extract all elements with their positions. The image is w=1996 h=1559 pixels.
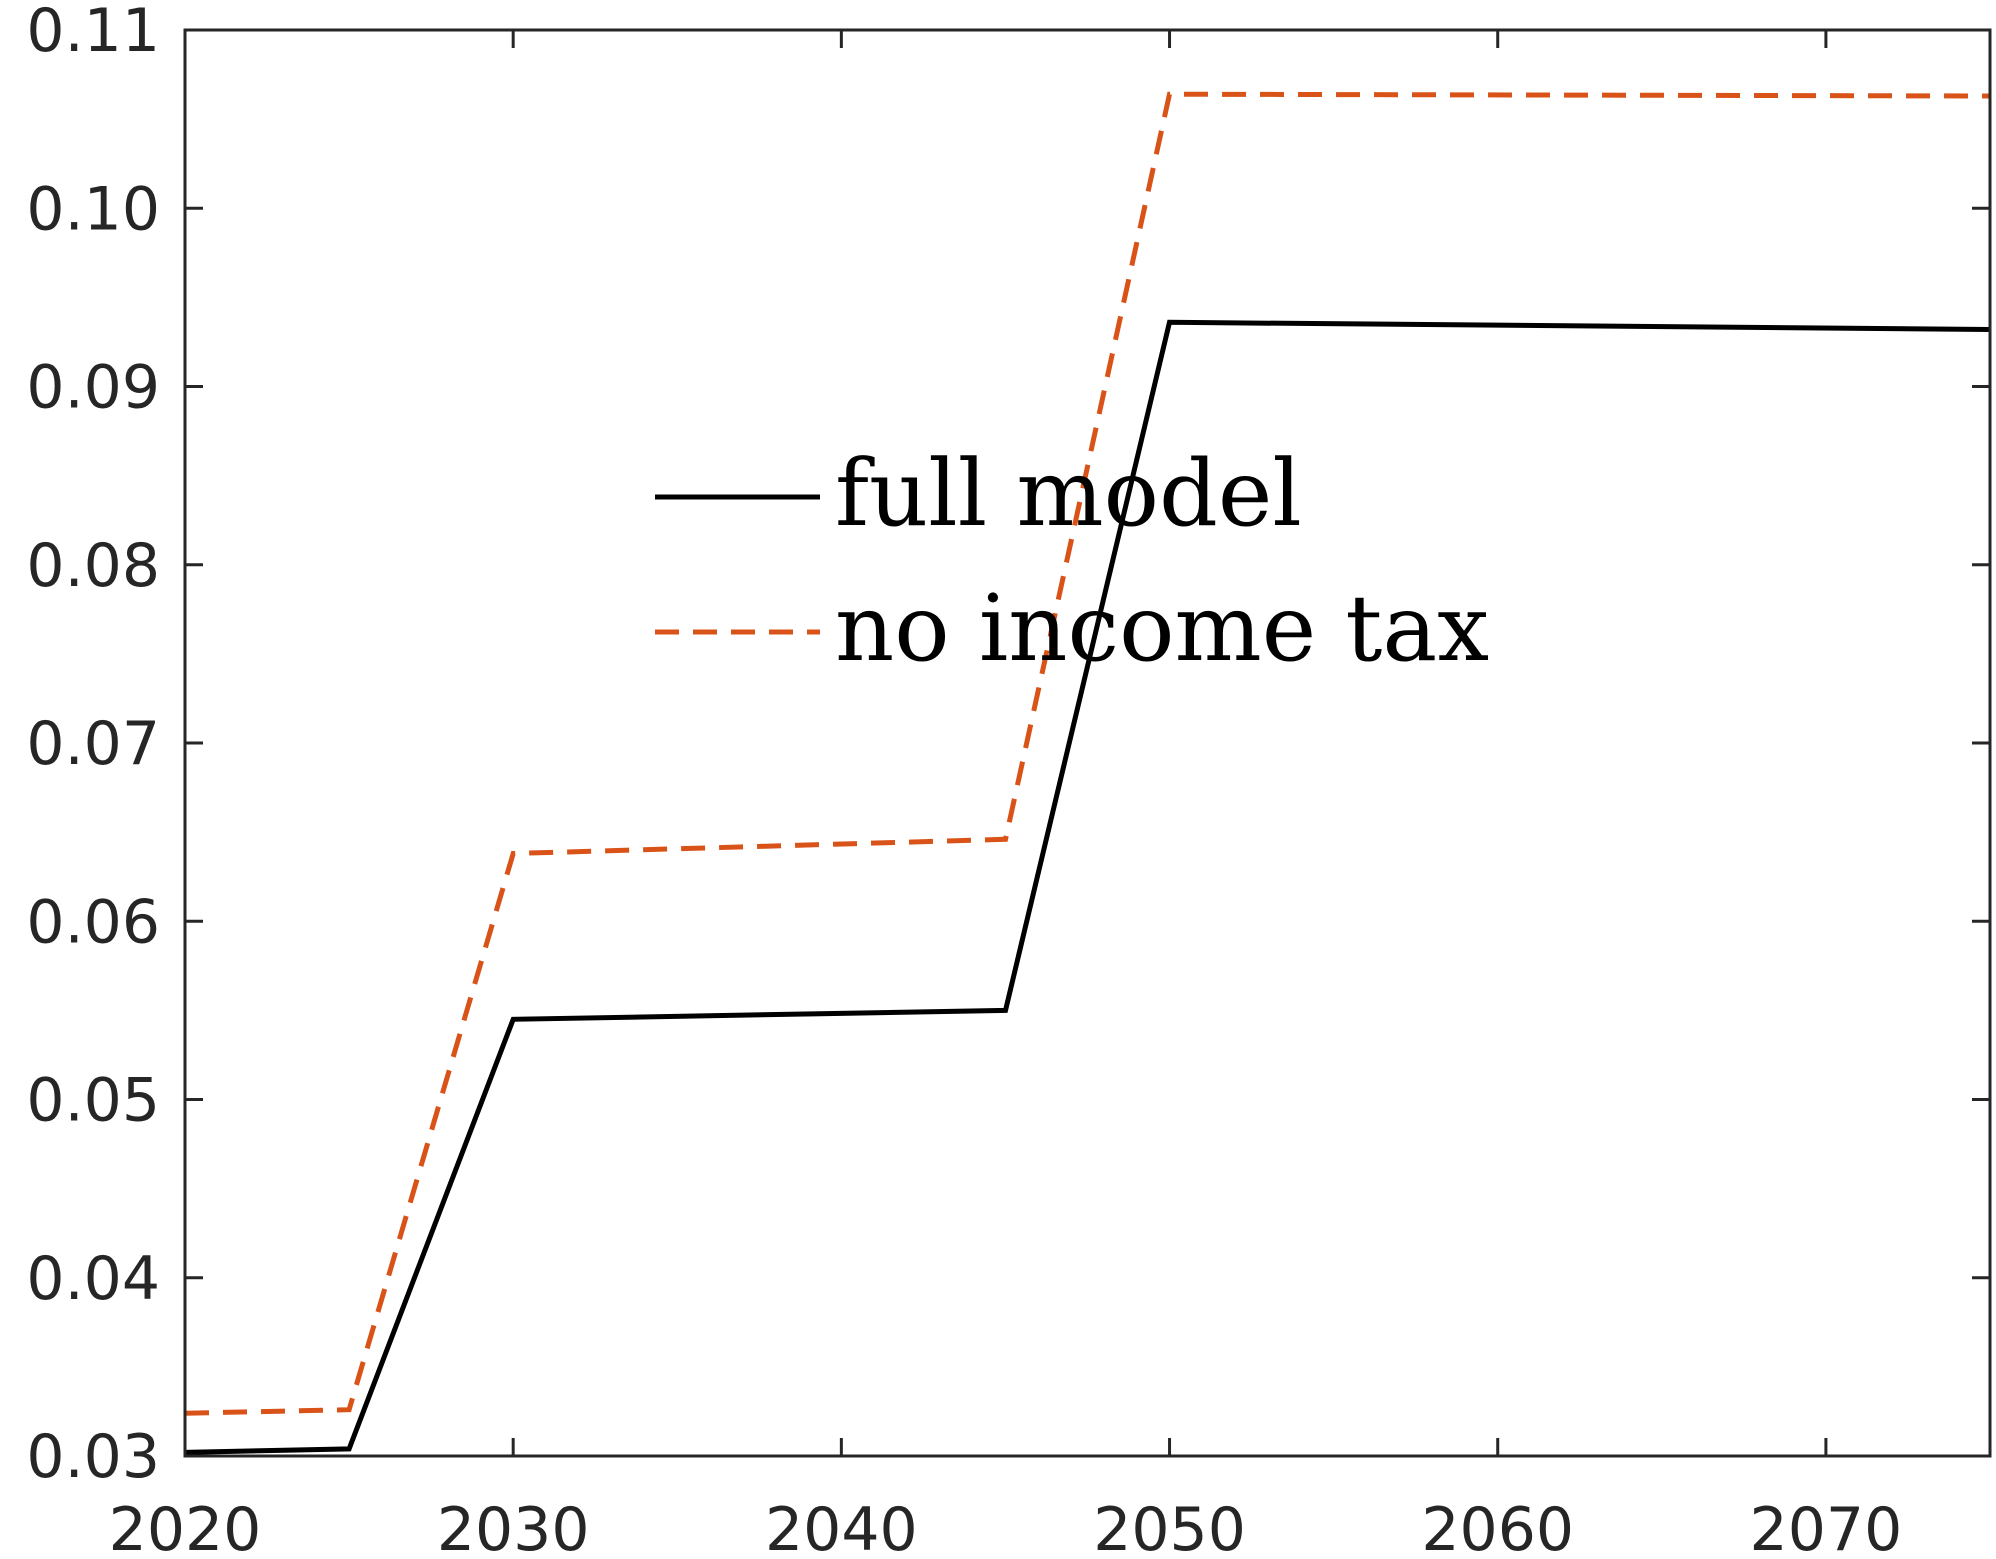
series-line-no-income-tax xyxy=(184,91,1991,1416)
y-tick-label: 0.04 xyxy=(26,1244,160,1314)
y-tick-label: 0.11 xyxy=(26,0,160,66)
x-tick-label: 2050 xyxy=(1093,1495,1246,1554)
x-tick-label: 2020 xyxy=(109,1495,262,1554)
plot-area xyxy=(184,91,1991,1455)
y-tick-label: 0.05 xyxy=(26,1066,160,1136)
y-tick-label: 0.03 xyxy=(26,1422,160,1492)
x-tick-label: 2060 xyxy=(1421,1495,1574,1554)
axes xyxy=(183,28,1992,1458)
legend-label-full-model: full model xyxy=(835,440,1302,547)
y-tick-label: 0.09 xyxy=(26,353,160,423)
axes-box xyxy=(183,28,1992,1458)
legend: full model no income tax xyxy=(655,440,1489,682)
y-tick-label: 0.10 xyxy=(26,174,160,244)
y-tick-label: 0.06 xyxy=(26,887,160,957)
tick-labels: 2020 2030 2040 2050 2060 2070 0.03 0.04 0.05 0.06… xyxy=(26,0,1903,1559)
x-tick-label: 2030 xyxy=(437,1495,590,1554)
y-tick-label: 0.08 xyxy=(26,531,160,601)
y-tick-label: 0.07 xyxy=(26,709,160,779)
series-line-full-model xyxy=(184,319,1991,1455)
legend-label-no-income-tax: no income tax xyxy=(835,575,1489,682)
x-tick-label: 2040 xyxy=(765,1495,918,1554)
x-tick-label: 2070 xyxy=(1750,1495,1903,1554)
